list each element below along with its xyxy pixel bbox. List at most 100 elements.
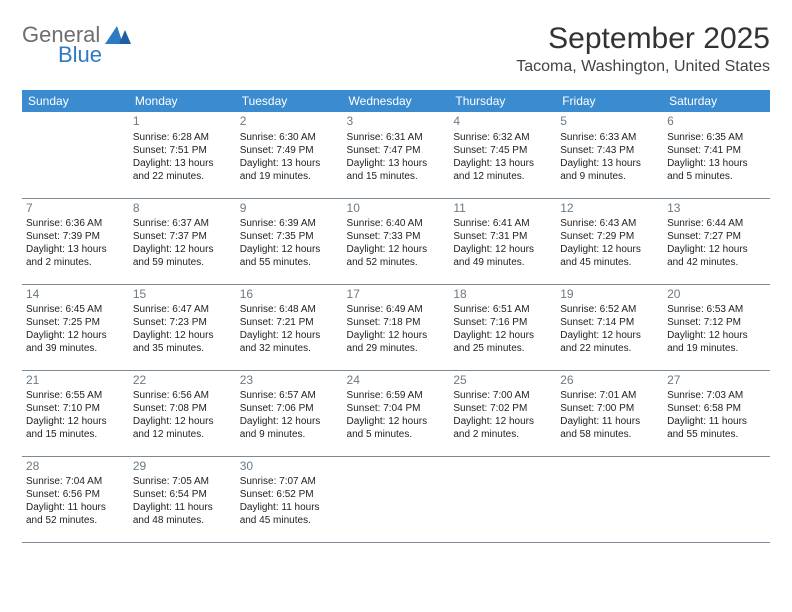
calendar-day-cell: 22Sunrise: 6:56 AMSunset: 7:08 PMDayligh… xyxy=(129,370,236,456)
calendar-day-cell: 29Sunrise: 7:05 AMSunset: 6:54 PMDayligh… xyxy=(129,456,236,542)
daylight-line: Daylight: 12 hours xyxy=(133,329,232,342)
calendar-day-cell: 15Sunrise: 6:47 AMSunset: 7:23 PMDayligh… xyxy=(129,284,236,370)
sunset-line: Sunset: 7:18 PM xyxy=(347,316,446,329)
calendar-day-cell xyxy=(343,456,450,542)
daylight-line: and 45 minutes. xyxy=(240,514,339,527)
calendar-day-cell: 19Sunrise: 6:52 AMSunset: 7:14 PMDayligh… xyxy=(556,284,663,370)
daylight-line: and 22 minutes. xyxy=(133,170,232,183)
sunset-line: Sunset: 7:45 PM xyxy=(453,144,552,157)
sunrise-line: Sunrise: 6:35 AM xyxy=(667,131,766,144)
day-number: 8 xyxy=(133,201,232,217)
day-number: 10 xyxy=(347,201,446,217)
daylight-line: Daylight: 12 hours xyxy=(133,415,232,428)
daylight-line: and 48 minutes. xyxy=(133,514,232,527)
day-content: 12Sunrise: 6:43 AMSunset: 7:29 PMDayligh… xyxy=(556,199,663,274)
calendar-day-cell xyxy=(556,456,663,542)
sunrise-line: Sunrise: 7:05 AM xyxy=(133,475,232,488)
daylight-line: Daylight: 13 hours xyxy=(347,157,446,170)
day-number: 25 xyxy=(453,373,552,389)
calendar-day-cell: 2Sunrise: 6:30 AMSunset: 7:49 PMDaylight… xyxy=(236,112,343,198)
daylight-line: and 58 minutes. xyxy=(560,428,659,441)
daylight-line: and 55 minutes. xyxy=(240,256,339,269)
sunrise-line: Sunrise: 6:51 AM xyxy=(453,303,552,316)
day-number: 17 xyxy=(347,287,446,303)
sunrise-line: Sunrise: 6:44 AM xyxy=(667,217,766,230)
daylight-line: Daylight: 12 hours xyxy=(453,243,552,256)
day-number: 28 xyxy=(26,459,125,475)
day-content: 1Sunrise: 6:28 AMSunset: 7:51 PMDaylight… xyxy=(129,112,236,187)
daylight-line: and 39 minutes. xyxy=(26,342,125,355)
calendar-day-cell: 6Sunrise: 6:35 AMSunset: 7:41 PMDaylight… xyxy=(663,112,770,198)
daylight-line: Daylight: 12 hours xyxy=(347,415,446,428)
daylight-line: and 19 minutes. xyxy=(667,342,766,355)
daylight-line: Daylight: 12 hours xyxy=(240,415,339,428)
sunrise-line: Sunrise: 6:37 AM xyxy=(133,217,232,230)
sunrise-line: Sunrise: 6:47 AM xyxy=(133,303,232,316)
daylight-line: and 12 minutes. xyxy=(133,428,232,441)
day-content: 2Sunrise: 6:30 AMSunset: 7:49 PMDaylight… xyxy=(236,112,343,187)
day-content: 10Sunrise: 6:40 AMSunset: 7:33 PMDayligh… xyxy=(343,199,450,274)
weekday-header: Saturday xyxy=(663,90,770,112)
sunrise-line: Sunrise: 6:41 AM xyxy=(453,217,552,230)
daylight-line: Daylight: 13 hours xyxy=(667,157,766,170)
day-content: 21Sunrise: 6:55 AMSunset: 7:10 PMDayligh… xyxy=(22,371,129,446)
day-content: 8Sunrise: 6:37 AMSunset: 7:37 PMDaylight… xyxy=(129,199,236,274)
weekday-header: Thursday xyxy=(449,90,556,112)
daylight-line: and 35 minutes. xyxy=(133,342,232,355)
calendar-day-cell: 13Sunrise: 6:44 AMSunset: 7:27 PMDayligh… xyxy=(663,198,770,284)
calendar-day-cell: 9Sunrise: 6:39 AMSunset: 7:35 PMDaylight… xyxy=(236,198,343,284)
sunset-line: Sunset: 7:47 PM xyxy=(347,144,446,157)
sunset-line: Sunset: 7:43 PM xyxy=(560,144,659,157)
sunrise-line: Sunrise: 6:36 AM xyxy=(26,217,125,230)
sunrise-line: Sunrise: 6:28 AM xyxy=(133,131,232,144)
calendar-day-cell: 10Sunrise: 6:40 AMSunset: 7:33 PMDayligh… xyxy=(343,198,450,284)
sunrise-line: Sunrise: 6:43 AM xyxy=(560,217,659,230)
sunrise-line: Sunrise: 6:59 AM xyxy=(347,389,446,402)
sunrise-line: Sunrise: 6:57 AM xyxy=(240,389,339,402)
day-number: 27 xyxy=(667,373,766,389)
daylight-line: and 15 minutes. xyxy=(26,428,125,441)
sunrise-line: Sunrise: 6:33 AM xyxy=(560,131,659,144)
day-content: 23Sunrise: 6:57 AMSunset: 7:06 PMDayligh… xyxy=(236,371,343,446)
header-row: General Blue September 2025 Tacoma, Wash… xyxy=(22,18,770,84)
sunrise-line: Sunrise: 6:32 AM xyxy=(453,131,552,144)
day-number: 13 xyxy=(667,201,766,217)
day-number: 18 xyxy=(453,287,552,303)
day-number: 16 xyxy=(240,287,339,303)
sunrise-line: Sunrise: 6:55 AM xyxy=(26,389,125,402)
sunset-line: Sunset: 7:41 PM xyxy=(667,144,766,157)
day-content: 28Sunrise: 7:04 AMSunset: 6:56 PMDayligh… xyxy=(22,457,129,532)
day-number: 5 xyxy=(560,114,659,130)
daylight-line: and 32 minutes. xyxy=(240,342,339,355)
weekday-header: Wednesday xyxy=(343,90,450,112)
sunset-line: Sunset: 7:23 PM xyxy=(133,316,232,329)
daylight-line: Daylight: 11 hours xyxy=(667,415,766,428)
sunset-line: Sunset: 7:25 PM xyxy=(26,316,125,329)
daylight-line: Daylight: 13 hours xyxy=(133,157,232,170)
daylight-line: Daylight: 12 hours xyxy=(453,329,552,342)
month-title: September 2025 xyxy=(516,22,770,56)
day-content: 16Sunrise: 6:48 AMSunset: 7:21 PMDayligh… xyxy=(236,285,343,360)
daylight-line: Daylight: 12 hours xyxy=(26,329,125,342)
sunset-line: Sunset: 7:06 PM xyxy=(240,402,339,415)
sunset-line: Sunset: 7:14 PM xyxy=(560,316,659,329)
sunset-line: Sunset: 7:02 PM xyxy=(453,402,552,415)
day-number: 15 xyxy=(133,287,232,303)
calendar-day-cell: 28Sunrise: 7:04 AMSunset: 6:56 PMDayligh… xyxy=(22,456,129,542)
day-content: 4Sunrise: 6:32 AMSunset: 7:45 PMDaylight… xyxy=(449,112,556,187)
daylight-line: and 9 minutes. xyxy=(560,170,659,183)
sunset-line: Sunset: 7:27 PM xyxy=(667,230,766,243)
calendar-day-cell: 18Sunrise: 6:51 AMSunset: 7:16 PMDayligh… xyxy=(449,284,556,370)
sunrise-line: Sunrise: 7:03 AM xyxy=(667,389,766,402)
daylight-line: Daylight: 12 hours xyxy=(667,329,766,342)
calendar-page: General Blue September 2025 Tacoma, Wash… xyxy=(0,0,792,612)
day-number: 11 xyxy=(453,201,552,217)
sunset-line: Sunset: 7:29 PM xyxy=(560,230,659,243)
day-number: 4 xyxy=(453,114,552,130)
day-content: 6Sunrise: 6:35 AMSunset: 7:41 PMDaylight… xyxy=(663,112,770,187)
sunset-line: Sunset: 6:52 PM xyxy=(240,488,339,501)
sunrise-line: Sunrise: 7:00 AM xyxy=(453,389,552,402)
day-content: 25Sunrise: 7:00 AMSunset: 7:02 PMDayligh… xyxy=(449,371,556,446)
day-number: 19 xyxy=(560,287,659,303)
sunset-line: Sunset: 7:37 PM xyxy=(133,230,232,243)
